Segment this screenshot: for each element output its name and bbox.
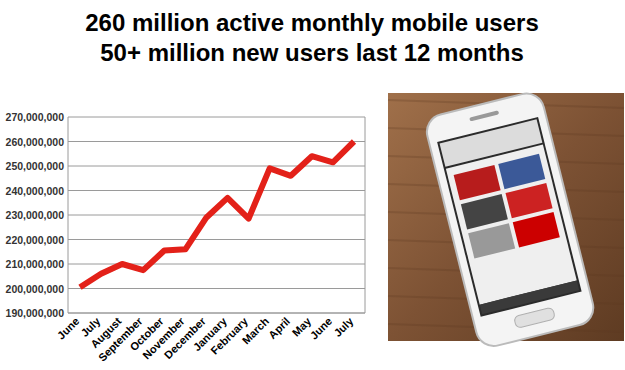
plot-frame — [365, 117, 366, 313]
subtitle: 50+ million new users last 12 months — [100, 39, 523, 66]
grid-line — [68, 264, 365, 265]
screen-content — [446, 145, 577, 305]
speaker — [469, 110, 499, 121]
screen-toolbar — [480, 280, 579, 314]
home-button — [514, 307, 556, 328]
y-axis-line — [68, 117, 69, 313]
grid-line — [68, 166, 365, 167]
x-tick-label: July — [331, 314, 356, 339]
grid-line — [68, 239, 365, 240]
y-tick-label: 220,000,000 — [6, 234, 65, 246]
x-axis-line — [68, 313, 365, 314]
grid-line — [68, 190, 365, 191]
data-line — [80, 142, 354, 288]
grid-line — [68, 313, 365, 314]
phone — [423, 90, 597, 350]
phone-photo — [388, 90, 624, 350]
chart-root: 260 million active monthly mobile users 5… — [0, 0, 625, 370]
plot-area — [80, 142, 354, 288]
grid-line — [68, 215, 365, 216]
grid-line — [68, 141, 365, 142]
speed-dial-tile — [454, 165, 501, 200]
y-tick-label: 260,000,000 — [6, 136, 65, 148]
grid-line — [68, 117, 365, 118]
speed-dial-tile — [513, 212, 560, 247]
speed-dial-tile — [461, 194, 508, 229]
x-tick-label: June — [308, 315, 335, 342]
y-tick-label: 200,000,000 — [6, 283, 65, 295]
speed-dial-tile — [498, 154, 545, 189]
grid-line — [68, 288, 365, 289]
phone-screen — [437, 117, 581, 317]
speed-dial-tile — [468, 223, 515, 258]
y-tick-label: 230,000,000 — [6, 209, 65, 221]
title: 260 million active monthly mobile users — [85, 9, 538, 36]
y-tick-label: 190,000,000 — [6, 307, 65, 319]
phone-body — [423, 90, 597, 350]
y-tick-label: 270,000,000 — [6, 111, 65, 123]
x-tick-label: March — [240, 315, 272, 347]
y-tick-label: 250,000,000 — [6, 160, 65, 172]
speed-dial-tile — [506, 183, 553, 218]
x-tick-label: June — [55, 315, 82, 342]
y-tick-label: 210,000,000 — [6, 258, 65, 270]
y-tick-label: 240,000,000 — [6, 185, 65, 197]
x-tick-label: April — [266, 315, 292, 341]
